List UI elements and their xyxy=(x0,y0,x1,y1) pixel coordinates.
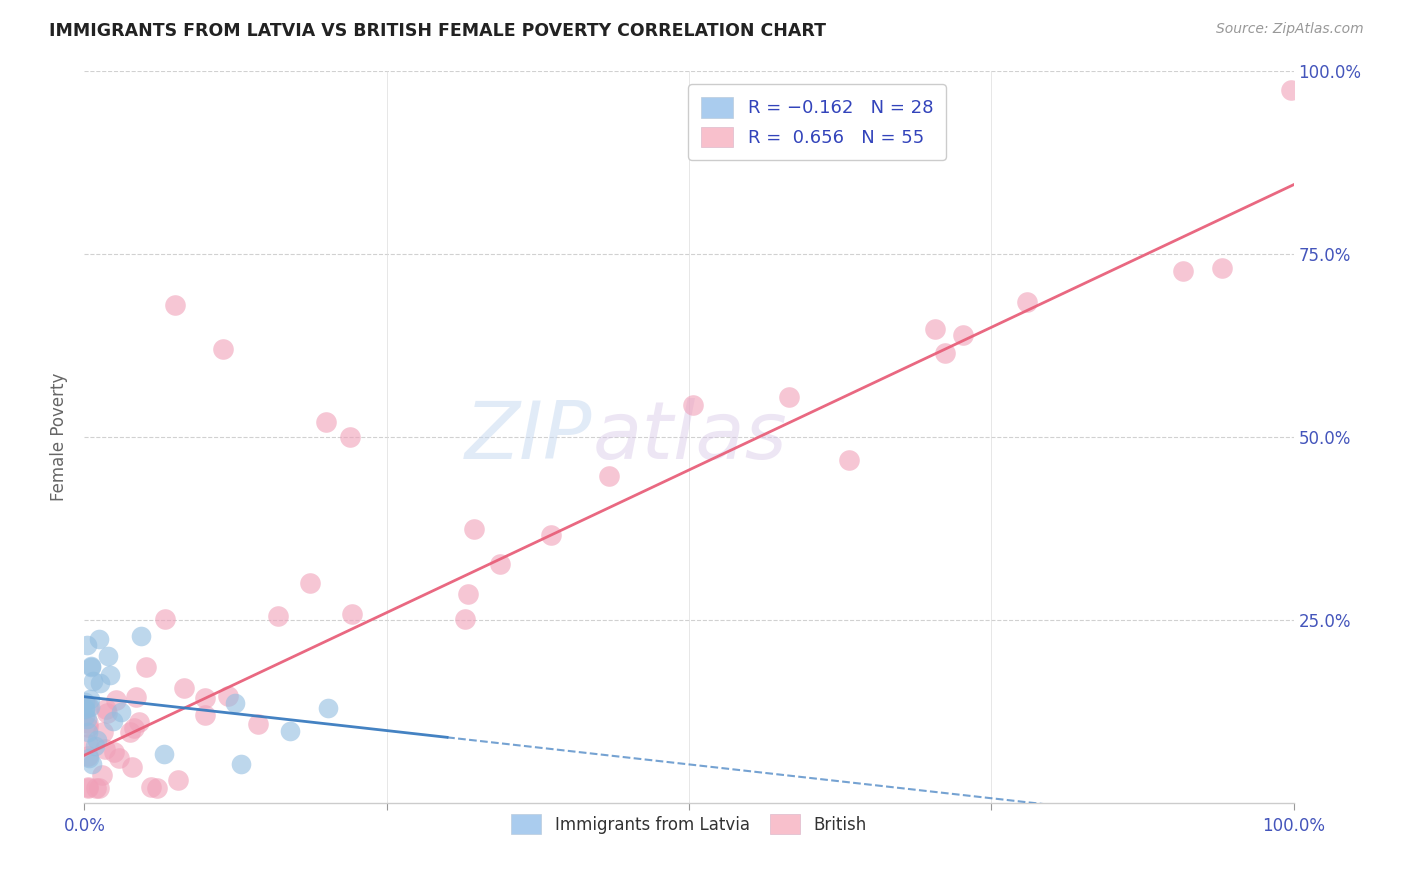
Point xyxy=(217,689,239,703)
Point xyxy=(77,780,100,794)
Point xyxy=(80,659,103,673)
Point xyxy=(82,673,104,688)
Point xyxy=(128,714,150,729)
Point xyxy=(266,609,288,624)
Point xyxy=(167,773,190,788)
Point xyxy=(540,528,562,542)
Point xyxy=(1017,295,1039,310)
Point xyxy=(299,576,322,591)
Point xyxy=(121,759,143,773)
Point xyxy=(77,737,100,751)
Point xyxy=(80,659,103,673)
Text: atlas: atlas xyxy=(592,398,787,476)
Point xyxy=(1171,264,1194,278)
Point xyxy=(231,756,253,771)
Point xyxy=(340,607,363,621)
Point xyxy=(598,469,620,483)
Point xyxy=(224,696,246,710)
Point xyxy=(1211,261,1233,276)
Point xyxy=(934,346,956,360)
Point xyxy=(75,701,97,715)
Point xyxy=(339,430,361,444)
Text: IMMIGRANTS FROM LATVIA VS BRITISH FEMALE POVERTY CORRELATION CHART: IMMIGRANTS FROM LATVIA VS BRITISH FEMALE… xyxy=(49,22,827,40)
Point xyxy=(77,749,100,764)
Point xyxy=(77,699,100,714)
Point xyxy=(77,781,100,796)
Point xyxy=(212,343,235,357)
Point xyxy=(194,691,217,706)
Point xyxy=(135,660,157,674)
Point xyxy=(838,452,860,467)
Point xyxy=(76,725,98,739)
Point xyxy=(91,725,114,739)
Point xyxy=(77,716,100,731)
Point xyxy=(110,705,132,719)
Point xyxy=(90,768,112,782)
Point xyxy=(98,667,121,681)
Y-axis label: Female Poverty: Female Poverty xyxy=(51,373,69,501)
Point xyxy=(84,739,107,753)
Point xyxy=(315,416,337,430)
Point xyxy=(87,781,110,796)
Point xyxy=(125,690,148,705)
Point xyxy=(489,558,512,572)
Point xyxy=(145,781,167,796)
Point xyxy=(80,757,103,772)
Point xyxy=(103,746,125,760)
Point xyxy=(463,522,485,536)
Point xyxy=(73,695,96,709)
Point xyxy=(318,700,340,714)
Point xyxy=(75,702,97,716)
Point xyxy=(194,707,217,722)
Point xyxy=(153,747,176,761)
Point xyxy=(1279,83,1302,97)
Point xyxy=(79,700,101,714)
Point xyxy=(94,741,117,756)
Point xyxy=(84,781,107,796)
Point xyxy=(778,390,800,404)
Point xyxy=(77,720,100,734)
Point xyxy=(97,649,120,664)
Point xyxy=(107,751,129,765)
Text: ZIP: ZIP xyxy=(465,398,592,476)
Point xyxy=(278,723,301,738)
Point xyxy=(247,717,270,731)
Point xyxy=(94,702,117,716)
Point xyxy=(79,691,101,706)
Point xyxy=(89,675,111,690)
Point xyxy=(454,612,477,626)
Point xyxy=(118,725,141,739)
Point xyxy=(96,706,118,720)
Text: Source: ZipAtlas.com: Source: ZipAtlas.com xyxy=(1216,22,1364,37)
Point xyxy=(165,298,187,312)
Point xyxy=(457,587,479,601)
Point xyxy=(139,780,162,794)
Point xyxy=(682,398,704,412)
Legend: Immigrants from Latvia, British: Immigrants from Latvia, British xyxy=(503,806,875,842)
Point xyxy=(173,681,195,695)
Point xyxy=(924,322,946,336)
Point xyxy=(77,750,100,764)
Point xyxy=(129,629,152,643)
Point xyxy=(76,638,98,652)
Point xyxy=(73,709,96,723)
Point xyxy=(86,733,108,747)
Point xyxy=(104,693,127,707)
Point xyxy=(76,712,98,726)
Point xyxy=(87,632,110,646)
Point xyxy=(122,722,145,736)
Point xyxy=(155,611,177,625)
Point xyxy=(952,327,974,342)
Point xyxy=(103,714,125,729)
